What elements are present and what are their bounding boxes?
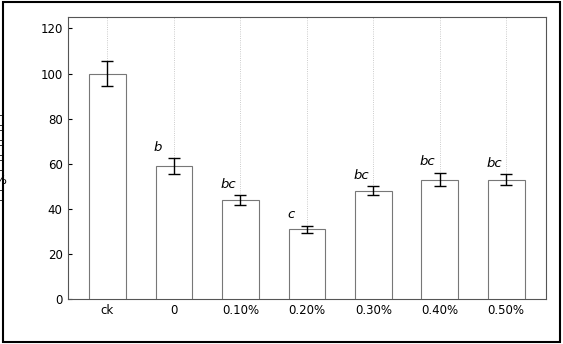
Bar [488,180,525,299]
Text: 腐
烂
率
（
%
）: 腐 烂 率 （ % ） [0,114,7,202]
Bar [222,200,258,299]
Text: bc: bc [486,157,502,170]
Bar [89,74,126,299]
Bar [355,191,392,299]
Text: b: b [154,141,162,154]
Text: bc: bc [420,155,435,169]
Text: bc: bc [354,169,369,182]
Bar [155,166,192,299]
Bar [289,229,325,299]
Text: c: c [287,208,294,222]
Text: bc: bc [221,178,236,191]
Bar [422,180,458,299]
